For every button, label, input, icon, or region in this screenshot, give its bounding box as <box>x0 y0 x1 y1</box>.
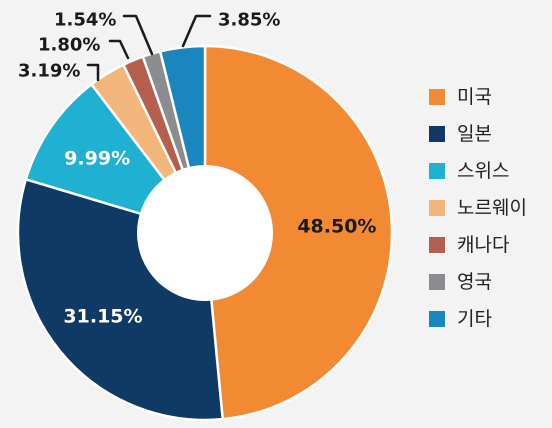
leader-line-slice-7 <box>181 14 212 48</box>
legend-label-slice-1: 미국 <box>457 86 492 108</box>
legend-label-slice-6: 영국 <box>457 271 492 293</box>
value-label-slice-5: 1.80% <box>38 35 100 56</box>
chart-value-labels: 48.50% 31.15% 9.99% 3.19% 1.80% 1.54% 3.85% <box>18 10 376 328</box>
legend-swatch-slice-6 <box>429 274 445 290</box>
value-label-slice-3: 9.99% <box>64 148 130 170</box>
legend-swatch-slice-5 <box>429 237 445 253</box>
callout-leaders <box>86 14 212 82</box>
legend-label-slice-5: 캐나다 <box>457 234 509 256</box>
value-label-slice-7: 3.85% <box>218 10 280 31</box>
legend-swatch-slice-4 <box>429 200 445 216</box>
leader-line-slice-4 <box>86 63 100 82</box>
legend-label-slice-3: 스위스 <box>457 160 509 182</box>
legend-label-slice-7: 기타 <box>457 308 492 330</box>
value-label-slice-2: 31.15% <box>63 306 142 328</box>
legend-label-slice-2: 일본 <box>457 123 492 145</box>
legend-swatch-slice-1 <box>429 89 445 105</box>
legend-swatch-slice-7 <box>429 311 445 327</box>
value-label-slice-4: 3.19% <box>18 61 80 82</box>
legend-swatch-slice-2 <box>429 126 445 142</box>
slice-1 <box>203 44 394 421</box>
value-label-slice-6: 1.54% <box>54 10 116 31</box>
value-label-slice-1: 48.50% <box>297 216 376 238</box>
donut-hole <box>137 165 273 301</box>
leader-line-slice-6 <box>122 14 154 56</box>
leader-line-slice-5 <box>108 39 130 60</box>
legend-label-slice-4: 노르웨이 <box>457 197 527 219</box>
legend-swatch-slice-3 <box>429 163 445 179</box>
